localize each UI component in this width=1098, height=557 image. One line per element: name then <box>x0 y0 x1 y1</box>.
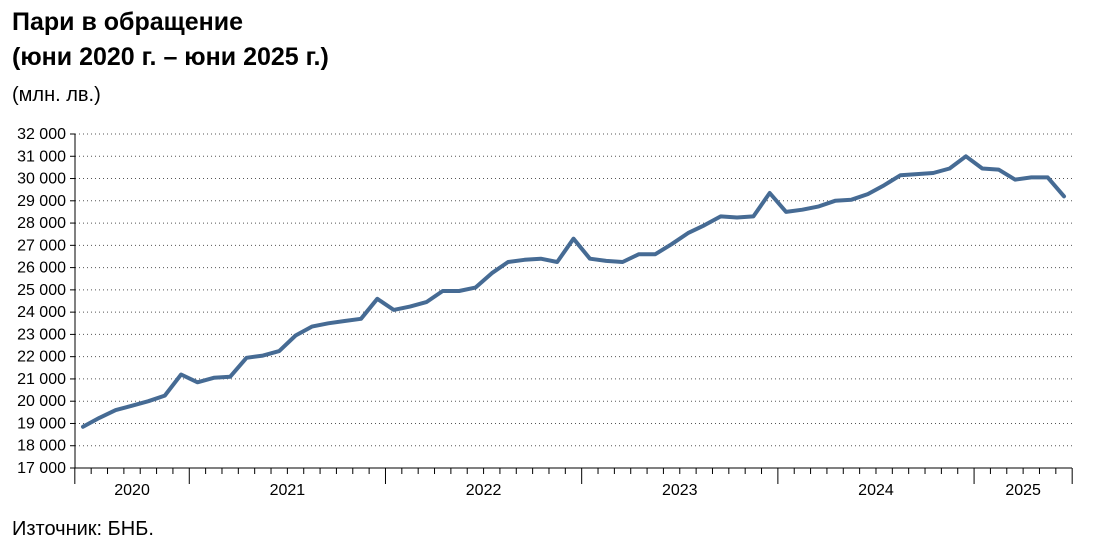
y-tick-label: 23 000 <box>17 326 66 343</box>
x-year-label: 2021 <box>270 482 306 499</box>
y-tick-label: 30 000 <box>17 171 66 188</box>
chart-subtitle: (юни 2020 г. – юни 2025 г.) <box>12 43 329 71</box>
x-year-label: 2025 <box>1005 482 1041 499</box>
y-tick-label: 29 000 <box>17 193 66 210</box>
x-year-label: 2024 <box>858 482 894 499</box>
x-year-label: 2022 <box>466 482 502 499</box>
y-tick-label: 20 000 <box>17 393 66 410</box>
y-tick-label: 28 000 <box>17 215 66 232</box>
series-group <box>81 154 1066 429</box>
source-note: Източник: БНБ. <box>12 518 154 540</box>
series-line <box>81 154 1066 429</box>
y-tick-label: 32 000 <box>17 126 66 143</box>
y-tick-label: 17 000 <box>17 460 66 477</box>
y-tick-label: 31 000 <box>17 148 66 165</box>
y-tick-label: 24 000 <box>17 304 66 321</box>
x-axis: 2020 2021 2022 2023 2024 2025 <box>74 467 1073 499</box>
y-tick-label: 18 000 <box>17 438 66 455</box>
y-tick-label: 27 000 <box>17 237 66 254</box>
chart-title: Пари в обращение <box>12 8 244 36</box>
y-tick-label: 25 000 <box>17 282 66 299</box>
unit-label: (млн. лв.) <box>12 84 101 106</box>
gridlines <box>75 133 1072 447</box>
x-year-label: 2023 <box>662 482 698 499</box>
y-axis: 17 000 18 000 19 000 20 000 21 000 22 000 23 0… <box>17 126 76 477</box>
x-year-label: 2020 <box>114 482 150 499</box>
y-tick-label: 21 000 <box>17 371 66 388</box>
y-tick-label: 22 000 <box>17 349 66 366</box>
y-tick-label: 26 000 <box>17 260 66 277</box>
y-tick-label: 19 000 <box>17 415 66 432</box>
